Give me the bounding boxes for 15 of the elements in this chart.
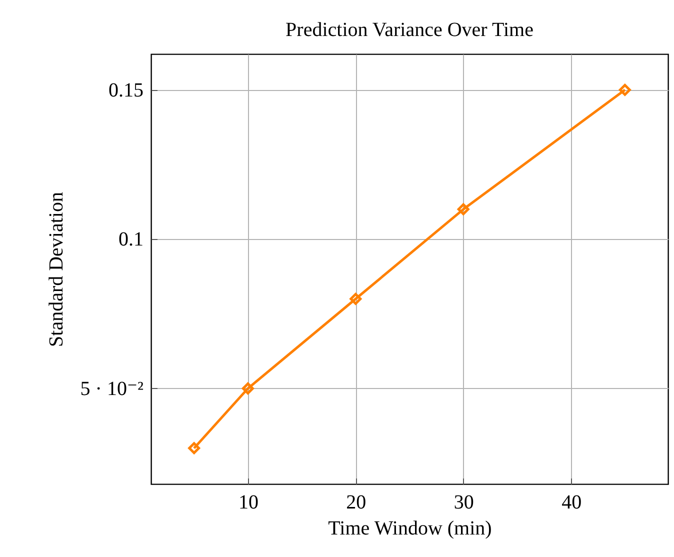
y-tick-label: 5 · 10⁻²	[80, 378, 144, 400]
y-tick-label: 0.15	[108, 79, 144, 102]
x-tick-label: 30	[454, 492, 474, 514]
point	[350, 292, 362, 305]
point	[188, 442, 200, 454]
point	[618, 84, 631, 96]
chart-title: Prediction Variance Over Time	[286, 19, 534, 41]
x-tick-label: 10	[238, 492, 258, 514]
y-axis-title: Standard Deviation	[45, 192, 68, 347]
x-axis-title: Time Window (min)	[328, 518, 492, 540]
point	[242, 382, 254, 394]
y-tick-label: 0.1	[118, 228, 144, 251]
point	[457, 203, 470, 216]
x-tick-label: 40	[562, 492, 582, 514]
x-tick-label: 20	[346, 492, 366, 514]
